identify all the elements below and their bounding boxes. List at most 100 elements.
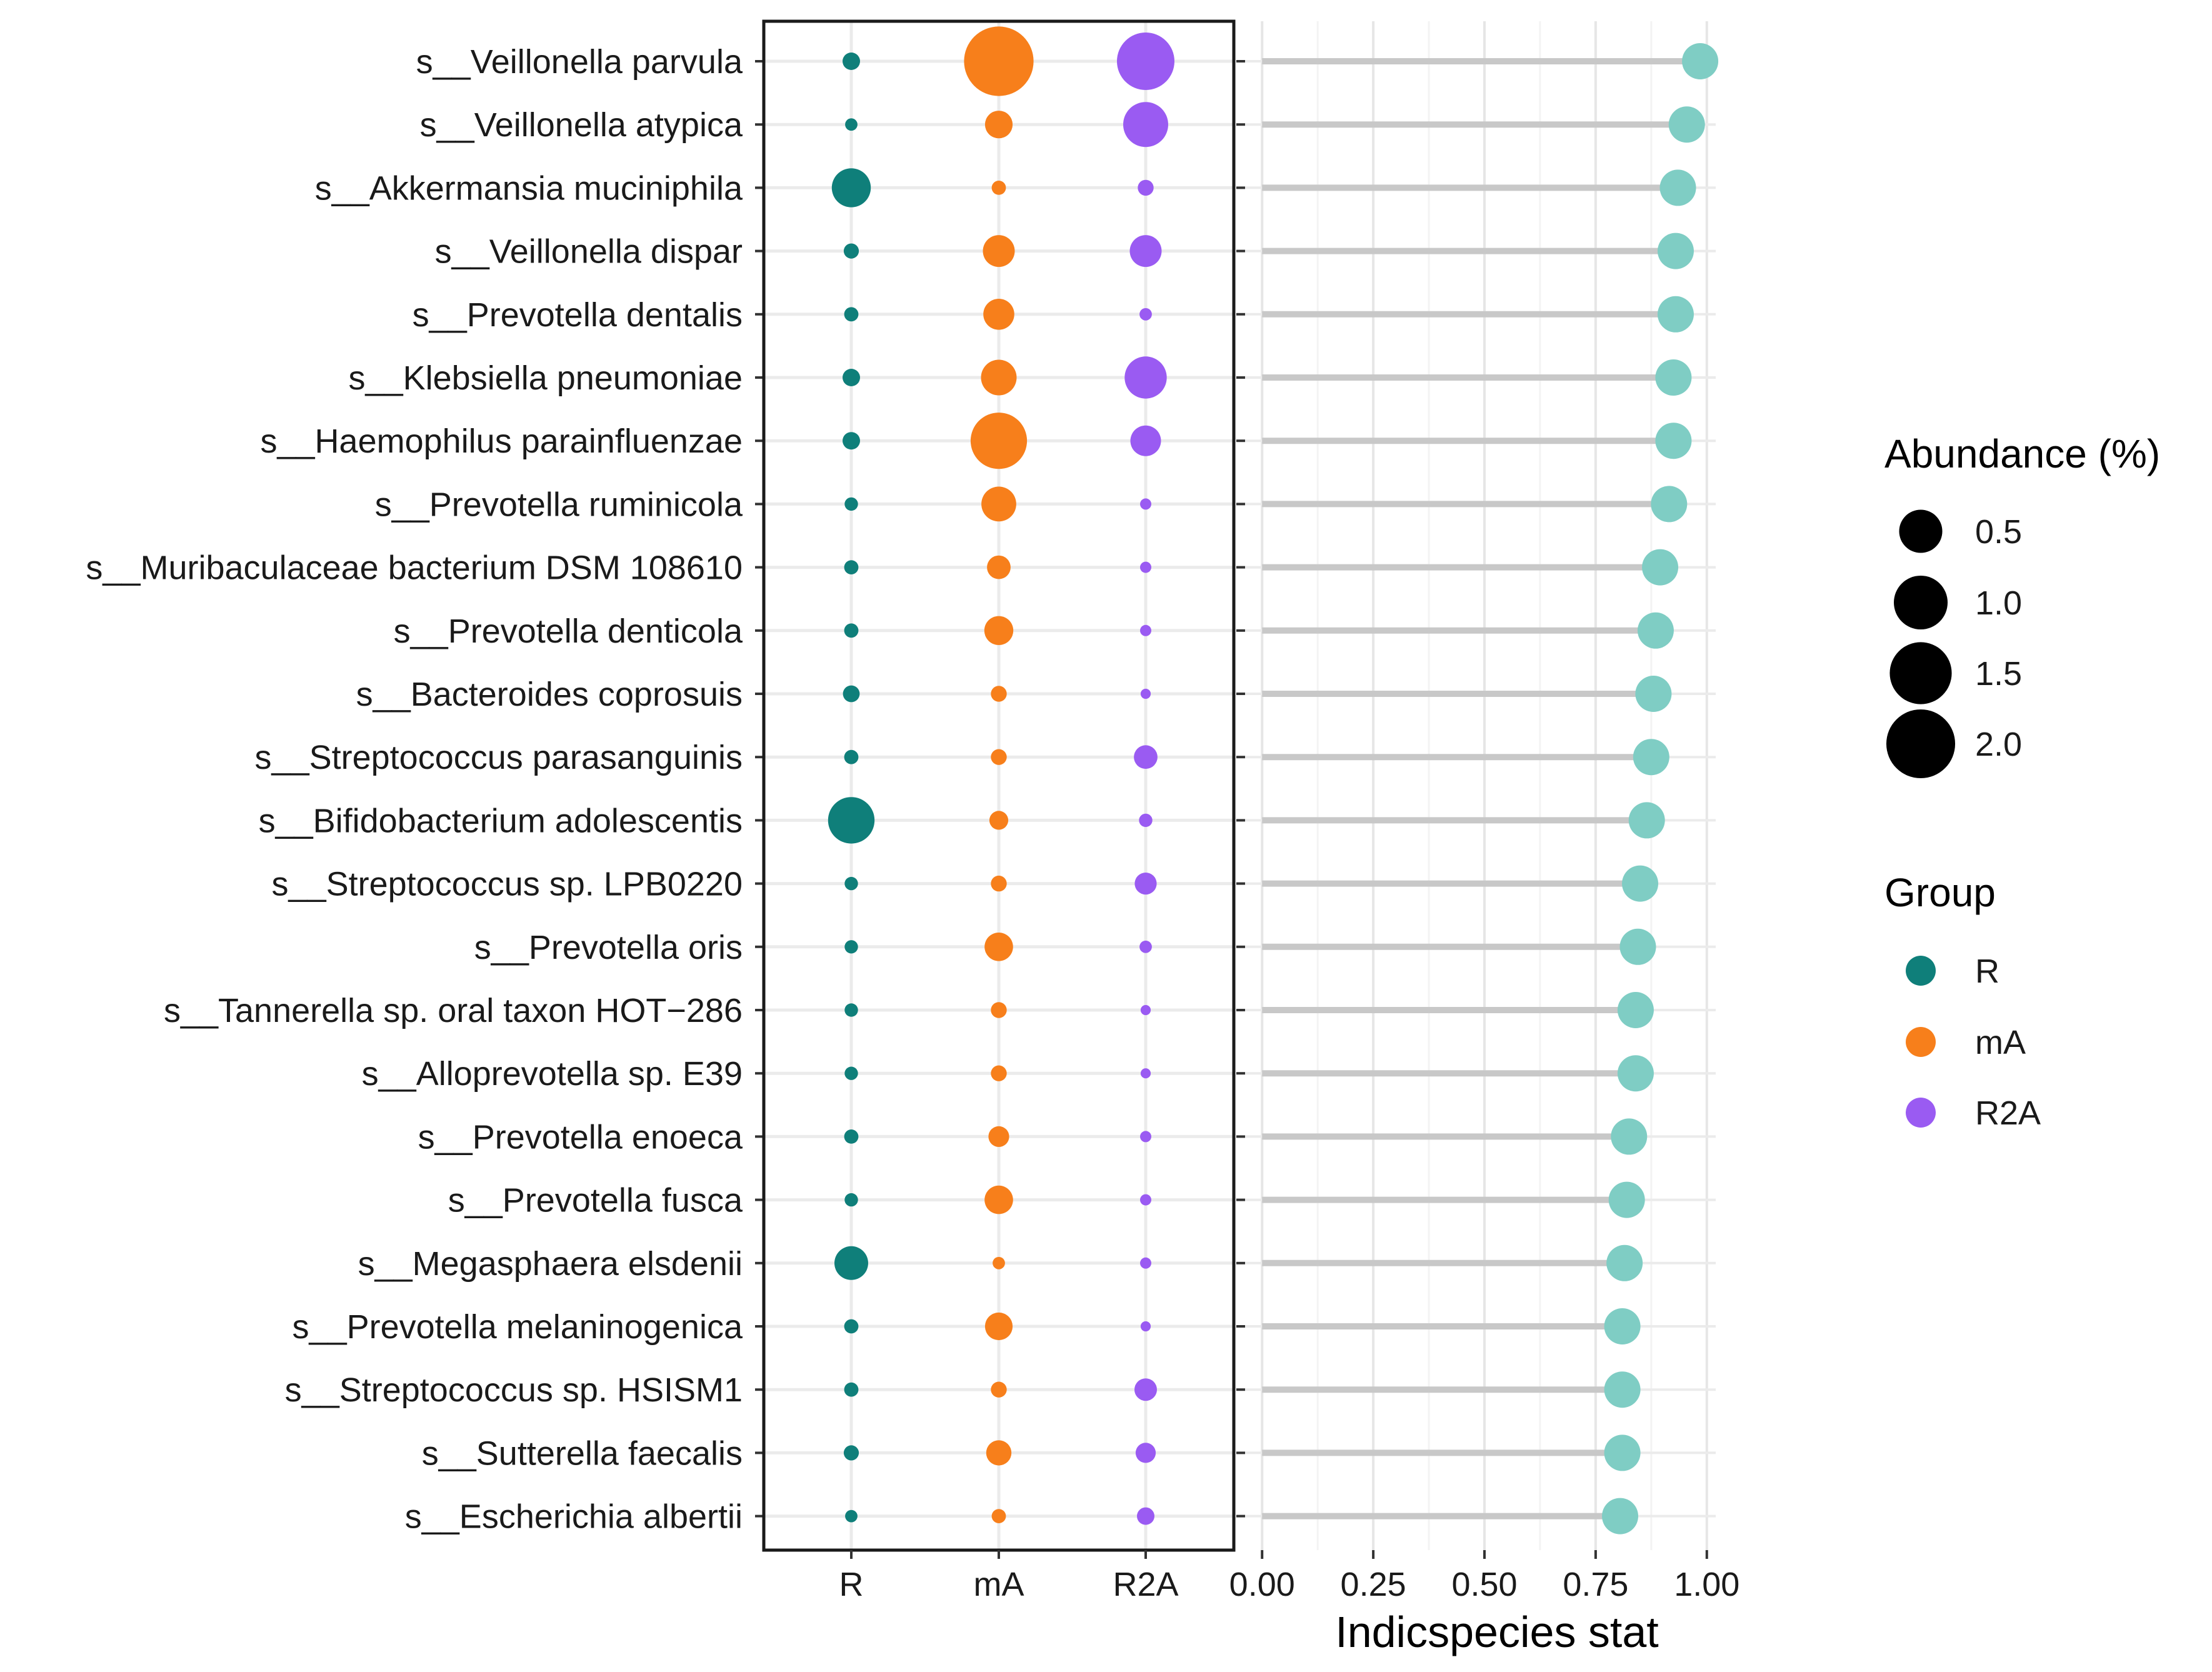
bubble-point-ma-8 [987,555,1011,579]
species-label-4: s__Prevotella dentalis [413,296,743,334]
bubble-point-r2a-17 [1140,1131,1151,1143]
bubble-point-r-4 [844,307,859,322]
species-label-0: s__Veillonella parvula [416,43,743,81]
species-label-15: s__Tannerella sp. oral taxon HOT−286 [164,992,743,1029]
bubble-point-r-8 [844,560,859,574]
bubble-point-r2a-5 [1124,356,1167,399]
lolli-point-11 [1633,739,1669,776]
species-label-9: s__Prevotella denticola [394,613,743,650]
lolli-point-18 [1608,1181,1645,1218]
bubble-point-r-1 [845,118,858,131]
lolli-x-tick-label-1: 0.25 [1341,1566,1406,1603]
group-legend-title: Group [1884,870,1996,915]
lolli-point-15 [1617,992,1654,1028]
bubble-point-ma-17 [988,1126,1009,1147]
bubble-point-r-5 [843,369,860,386]
bubble-point-ma-14 [984,933,1013,961]
lolli-point-23 [1602,1498,1639,1534]
size-legend-title: Abundance (%) [1884,431,2160,476]
bubble-point-r-16 [844,1066,858,1080]
lolli-point-21 [1604,1371,1641,1408]
bubble-point-ma-19 [993,1256,1005,1269]
bubble-point-ma-4 [983,299,1014,330]
lolli-point-19 [1606,1244,1643,1281]
species-label-12: s__Bifidobacterium adolescentis [259,802,743,839]
bubble-point-ma-0 [964,26,1034,96]
bubble-point-r-14 [844,940,858,954]
species-label-19: s__Megasphaera elsdenii [358,1245,743,1283]
bubble-point-r2a-9 [1140,624,1151,636]
lolli-x-tick-label-0: 0.00 [1229,1566,1295,1603]
bubble-point-r-20 [844,1319,859,1334]
bubble-point-r-11 [844,749,859,764]
lolli-point-16 [1617,1055,1654,1092]
bubble-point-ma-21 [991,1381,1007,1398]
bubble-point-ma-3 [983,235,1015,268]
lolli-point-9 [1637,612,1674,649]
group-legend-key-r2a [1906,1098,1936,1128]
lolli-x-tick-label-3: 0.75 [1563,1566,1628,1603]
bubble-point-r2a-23 [1137,1507,1154,1525]
bubble-point-ma-9 [984,616,1014,645]
bubble-point-r2a-14 [1139,940,1152,953]
bubble-point-r2a-22 [1135,1443,1156,1463]
bubble-point-ma-6 [970,413,1028,469]
bubble-point-r-2 [831,168,871,208]
bubble-point-r2a-19 [1140,1257,1151,1269]
bubble-point-r2a-20 [1140,1321,1151,1332]
lolli-point-5 [1655,359,1692,396]
species-label-8: s__Muribaculaceae bacterium DSM 108610 [86,549,743,587]
lolli-point-12 [1628,802,1665,839]
species-label-21: s__Streptococcus sp. HSISM1 [285,1371,743,1409]
bubble-point-ma-16 [991,1065,1007,1081]
lolli-x-tick-label-4: 1.00 [1674,1566,1739,1603]
bubble-point-r-17 [844,1129,859,1144]
lolli-x-axis-title: Indicspecies stat [1335,1608,1658,1656]
bubble-x-tick-label-r: R [839,1566,864,1603]
lolli-point-6 [1655,423,1692,459]
bubble-point-r2a-10 [1140,688,1151,699]
size-legend-label-1: 1.0 [1975,584,2022,622]
group-legend-label-r2a: R2A [1975,1094,2041,1132]
species-label-14: s__Prevotella oris [474,929,743,966]
bubble-point-r-0 [843,53,860,70]
bubble-point-r2a-18 [1140,1194,1151,1206]
legend: Abundance (%) 0.5 1.0 1.5 2.0 Group RmA R2A [1884,431,2160,1132]
bubble-point-r-15 [844,1003,858,1017]
species-label-13: s__Streptococcus sp. LPB0220 [272,866,743,903]
species-label-1: s__Veillonella atypica [420,106,743,144]
bubble-point-r-6 [843,432,860,450]
bubble-point-r2a-1 [1123,102,1168,148]
lolli-point-2 [1659,169,1696,206]
lolli-point-1 [1668,106,1705,143]
bubble-point-ma-22 [986,1440,1012,1466]
bubble-point-r-3 [843,243,859,259]
bubble-point-r-23 [845,1509,858,1523]
group-legend-label-r: R [1975,953,1999,990]
bubble-point-r-21 [844,1382,859,1397]
size-legend-key-3 [1886,709,1956,779]
size-legend-key-2 [1889,642,1952,704]
species-label-5: s__Klebsiella pneumoniae [349,359,743,397]
species-label-16: s__Alloprevotella sp. E39 [362,1055,743,1093]
size-legend-key-1 [1893,575,1948,630]
lolli-point-10 [1635,676,1672,712]
size-legend-key-0 [1899,509,1943,553]
bubble-point-ma-5 [981,359,1017,396]
species-label-20: s__Prevotella melaninogenica [293,1308,743,1346]
species-label-22: s__Sutterella faecalis [422,1434,743,1472]
lolli-point-14 [1619,928,1656,965]
lolli-point-22 [1604,1434,1641,1471]
lolli-point-8 [1642,549,1679,586]
bubble-x-tick-label-ma: mA [974,1566,1024,1603]
bubble-point-ma-23 [991,1509,1006,1524]
size-legend-label-2: 1.5 [1975,655,2022,693]
bubble-point-r2a-21 [1134,1378,1157,1401]
bubble-point-r-22 [843,1445,859,1461]
bubble-point-ma-12 [989,811,1009,830]
bubble-point-r2a-2 [1138,179,1154,196]
lolli-point-13 [1622,865,1659,902]
